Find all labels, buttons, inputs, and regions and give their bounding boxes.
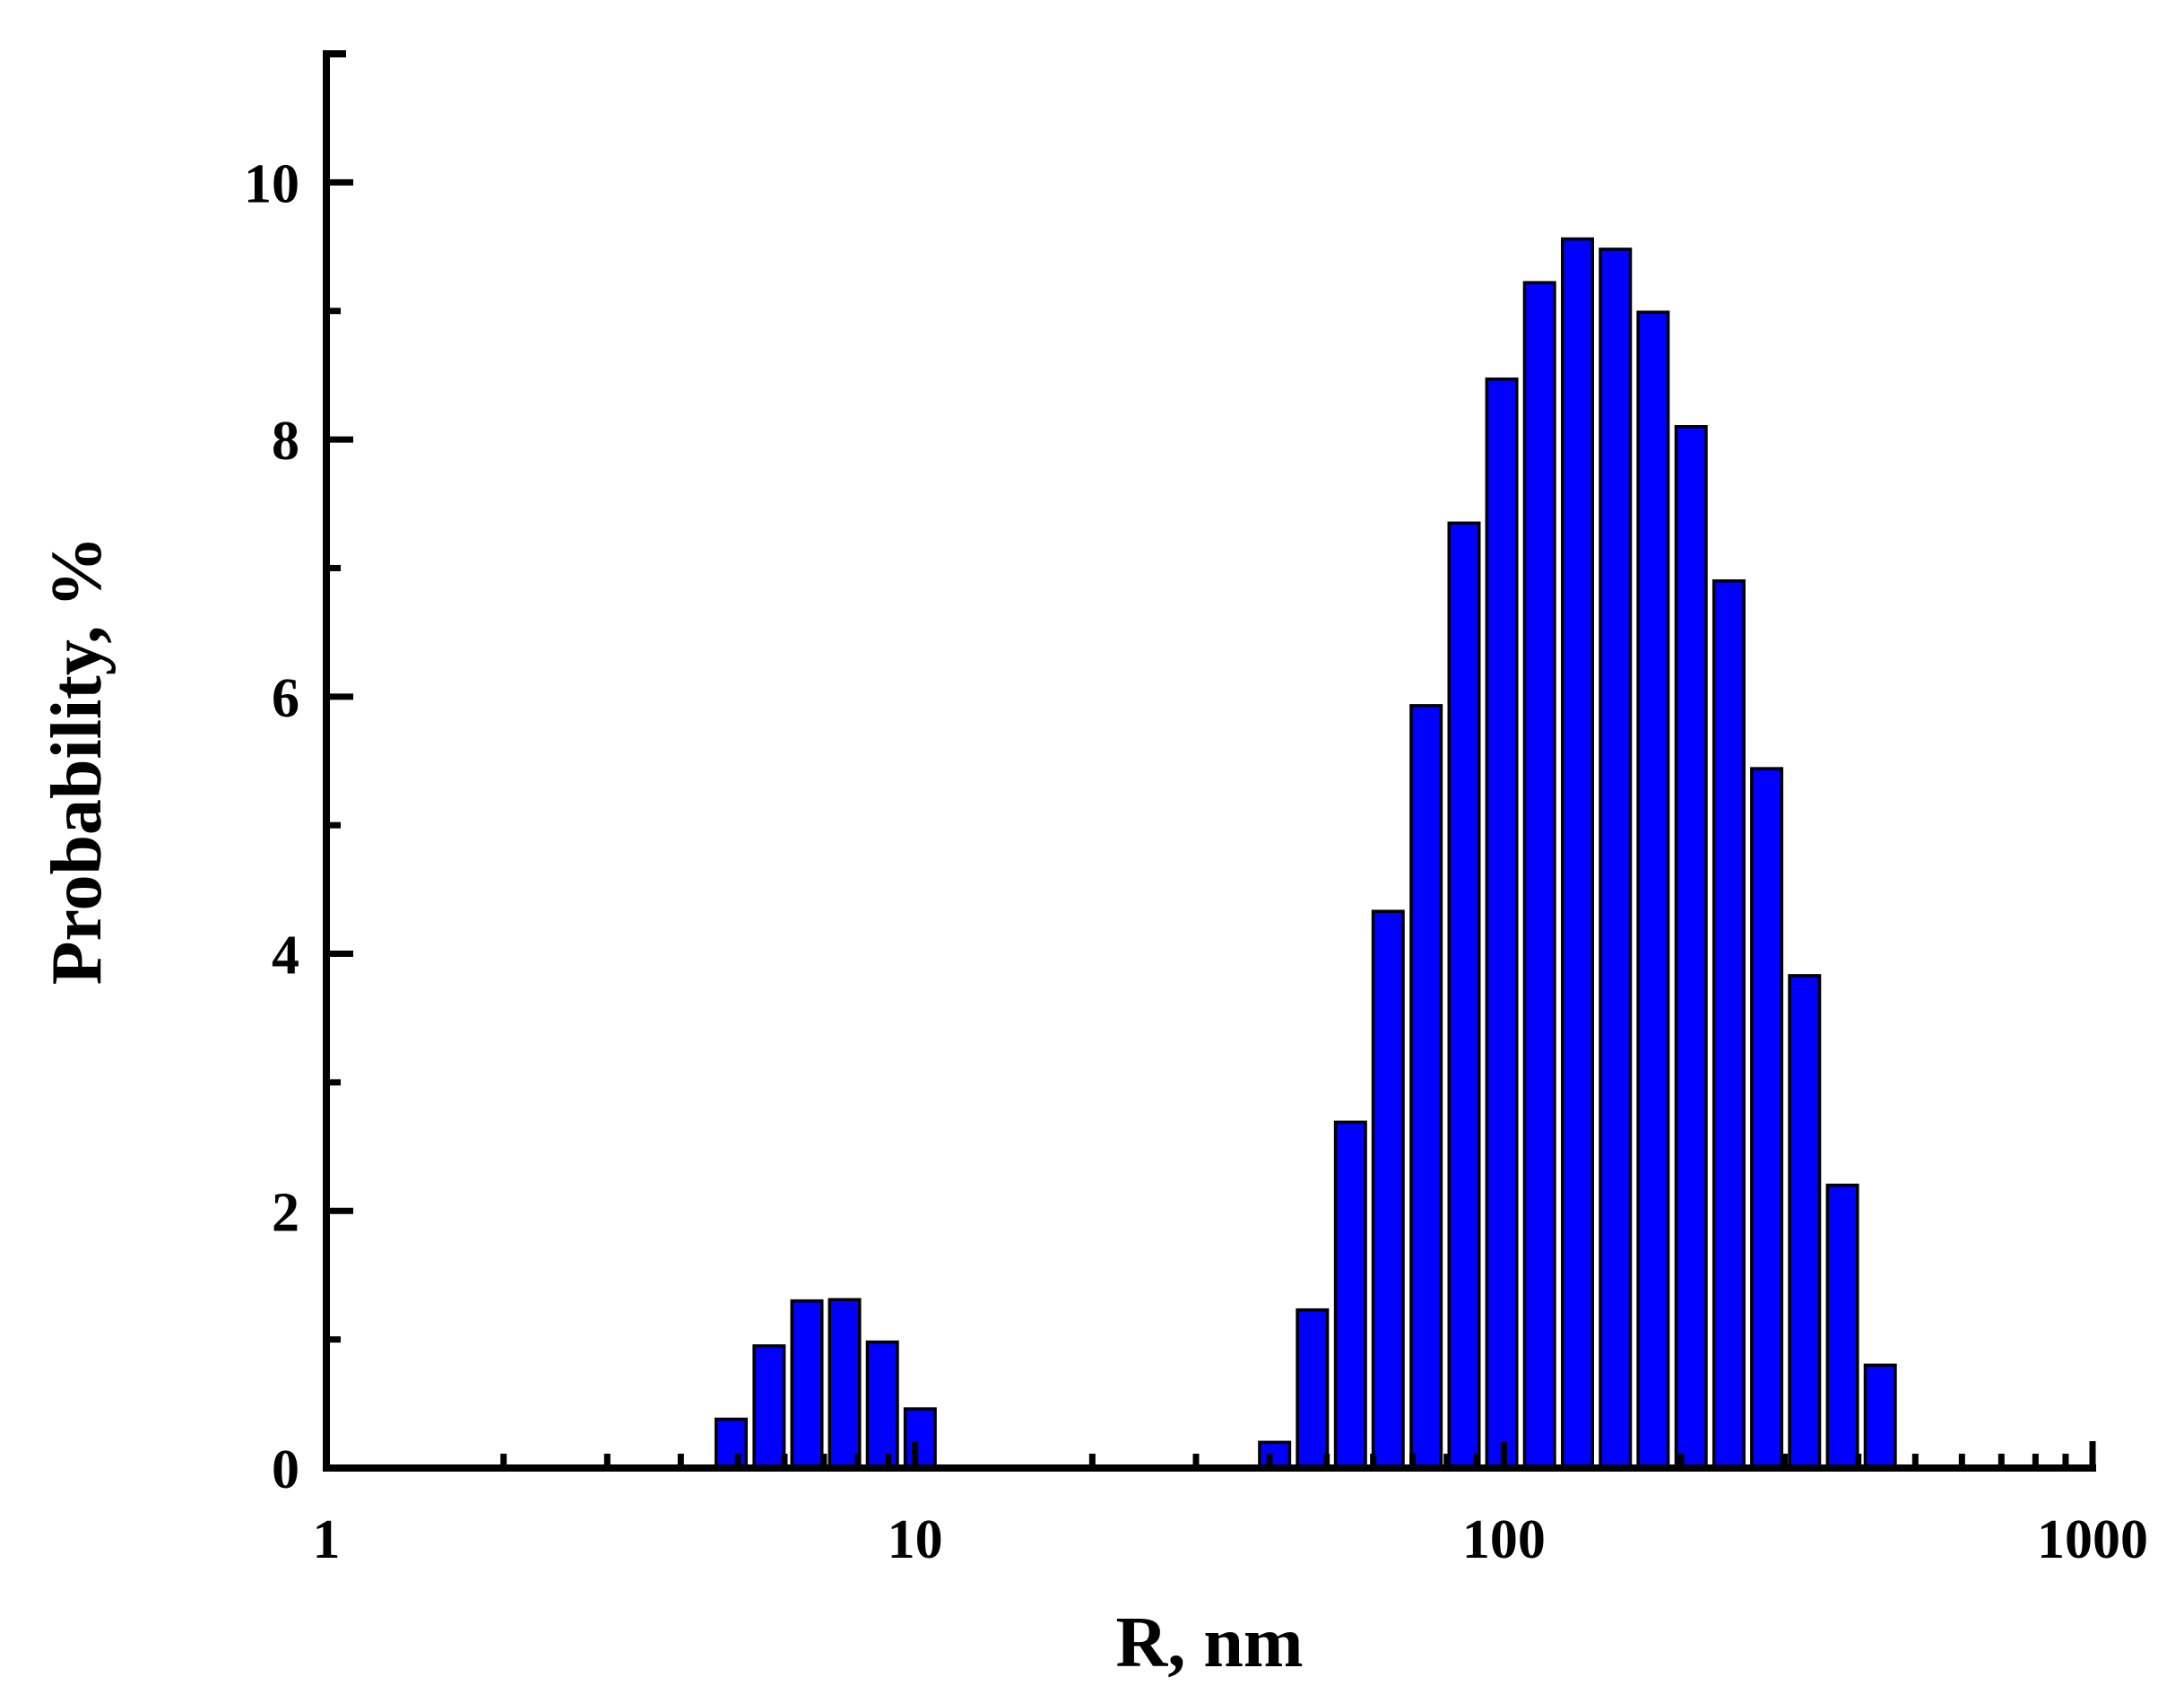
bar	[1258, 1440, 1292, 1470]
bar	[1636, 310, 1670, 1470]
bar	[1863, 1363, 1897, 1470]
y-tick-label: 2	[272, 1182, 299, 1243]
bar	[1333, 1120, 1367, 1470]
y-tick-label: 0	[272, 1439, 299, 1500]
bar	[903, 1407, 937, 1470]
bar	[1522, 281, 1556, 1470]
x-tick-label: 1000	[2037, 1509, 2148, 1570]
x-axis-title: R, nm	[1116, 1603, 1304, 1682]
labels-layer: R, nm Probability, %	[38, 536, 1303, 1682]
bar	[752, 1344, 786, 1470]
bar	[828, 1298, 862, 1470]
bar	[1371, 909, 1405, 1470]
y-tick-label: 10	[244, 153, 299, 214]
y-tick-label: 6	[272, 668, 299, 729]
y-axis-title: Probability, %	[38, 536, 117, 986]
x-tick-label: 100	[1462, 1509, 1546, 1570]
bar	[865, 1340, 899, 1470]
x-tick-label: 10	[888, 1509, 943, 1570]
bar	[790, 1299, 824, 1470]
bars-layer	[714, 237, 1897, 1470]
bar	[714, 1417, 748, 1470]
bar	[1561, 237, 1595, 1470]
y-tick-label: 8	[272, 411, 299, 472]
bar	[1599, 248, 1633, 1470]
bar	[1750, 767, 1784, 1470]
bar	[1674, 425, 1708, 1470]
y-tick-label: 4	[272, 925, 299, 986]
bar	[1788, 974, 1822, 1470]
bar	[1409, 704, 1443, 1470]
bar	[1485, 377, 1519, 1470]
x-tick-label: 1	[313, 1509, 341, 1570]
bar	[1296, 1308, 1330, 1470]
axes-layer: 1 10 100 1000 0 2 4 6 8 10	[244, 50, 2148, 1570]
bar	[1447, 521, 1481, 1470]
bar	[1825, 1183, 1859, 1470]
bar	[1712, 579, 1746, 1470]
